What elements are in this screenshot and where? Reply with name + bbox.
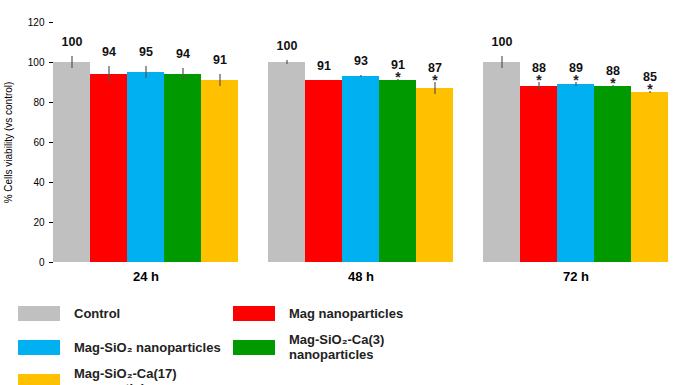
svg-text:100: 100 xyxy=(492,35,513,49)
svg-text:48 h: 48 h xyxy=(348,269,374,284)
svg-text:0: 0 xyxy=(39,257,45,268)
svg-text:93: 93 xyxy=(354,54,368,68)
svg-text:24 h: 24 h xyxy=(133,269,159,284)
html-text:Mag-SiO₂ nanoparticles: Mag-SiO₂ nanoparticles xyxy=(74,339,221,355)
svg-text:20: 20 xyxy=(33,217,45,228)
svg-text:89: 89 xyxy=(569,61,583,75)
svg-text:91: 91 xyxy=(213,53,227,67)
svg-text:91: 91 xyxy=(391,58,405,72)
svg-text:87: 87 xyxy=(428,61,442,75)
svg-text:85: 85 xyxy=(643,70,657,84)
svg-text:40: 40 xyxy=(33,177,45,188)
svg-text:120: 120 xyxy=(28,17,45,28)
svg-text:72 h: 72 h xyxy=(563,269,589,284)
svg-text:100: 100 xyxy=(62,35,83,49)
svg-text:100: 100 xyxy=(28,57,45,68)
html-text:Mag-SiO₂-Ca(3) nanoparticles: Mag-SiO₂-Ca(3) nanoparticles xyxy=(289,332,385,362)
svg-text:94: 94 xyxy=(176,47,190,61)
svg-text:88: 88 xyxy=(532,61,546,75)
svg-text:88: 88 xyxy=(606,64,620,78)
svg-text:% Cells viability (vs control): % Cells viability (vs control) xyxy=(3,82,14,204)
svg-text:95: 95 xyxy=(139,45,153,59)
svg-text:94: 94 xyxy=(102,45,116,59)
svg-text:80: 80 xyxy=(33,97,45,108)
html-text:Mag nanoparticles: Mag nanoparticles xyxy=(289,305,404,321)
svg-text:60: 60 xyxy=(33,137,45,148)
html-text:Control: Control xyxy=(74,305,121,321)
svg-text:91: 91 xyxy=(317,59,331,73)
svg-text:100: 100 xyxy=(277,39,298,53)
